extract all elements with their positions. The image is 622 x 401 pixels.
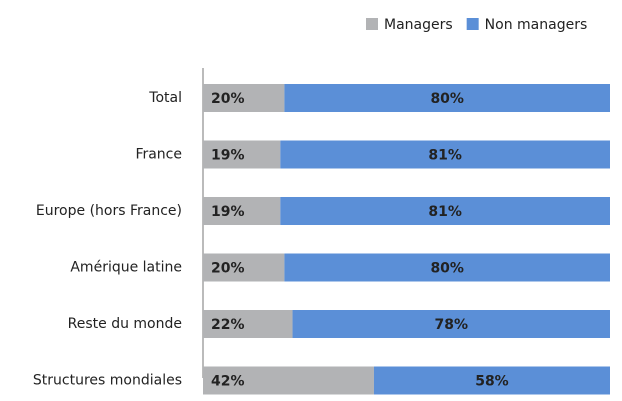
y-tick-label: Europe (hors France) xyxy=(36,203,182,219)
legend-label: Non managers xyxy=(485,17,588,33)
y-tick-label: Reste du monde xyxy=(68,316,182,332)
bar-segment xyxy=(280,140,610,169)
value-label: 19% xyxy=(211,148,245,164)
bar-segment xyxy=(203,253,285,282)
bar-segment xyxy=(280,197,610,225)
value-label: 78% xyxy=(435,317,469,333)
y-tick-label: France xyxy=(135,147,182,163)
value-label: 42% xyxy=(211,374,245,390)
y-tick-label: Structures mondiales xyxy=(33,373,182,389)
legend-label: Managers xyxy=(384,17,453,33)
legend-swatch xyxy=(466,18,479,30)
y-tick-label: Total xyxy=(148,90,182,106)
bar-segment xyxy=(284,84,610,112)
bar-segment xyxy=(373,366,610,395)
bar-segment xyxy=(292,310,610,338)
y-tick-label: Amérique latine xyxy=(70,260,182,276)
value-label: 58% xyxy=(475,374,509,390)
bar-segment xyxy=(284,253,610,282)
value-label: 81% xyxy=(428,204,462,220)
bar-segment xyxy=(203,310,293,338)
value-label: 20% xyxy=(211,91,245,107)
value-label: 80% xyxy=(430,261,464,277)
bar-segment xyxy=(203,366,374,395)
bar-segment xyxy=(203,140,281,169)
legend-swatch xyxy=(366,18,378,30)
value-label: 22% xyxy=(211,317,245,333)
value-label: 19% xyxy=(211,204,245,220)
bar-segment xyxy=(203,84,285,112)
value-label: 20% xyxy=(211,261,245,277)
value-label: 80% xyxy=(430,91,464,107)
value-label: 81% xyxy=(428,148,462,164)
bar-segment xyxy=(203,197,281,225)
